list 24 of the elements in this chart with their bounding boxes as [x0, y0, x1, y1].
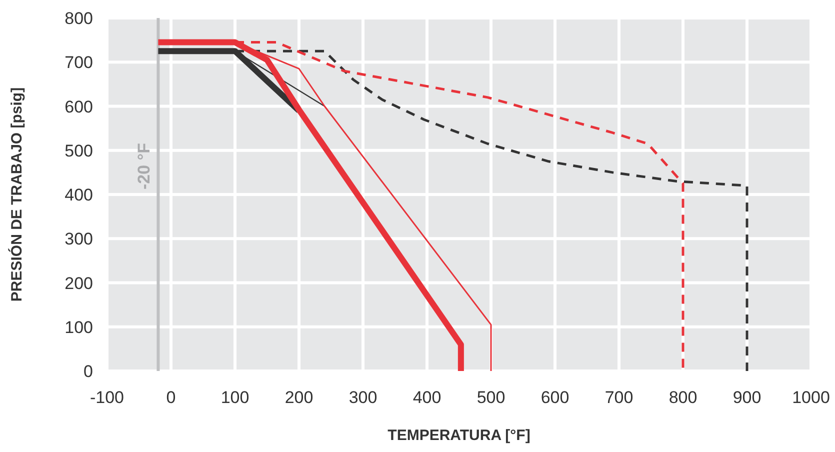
x-tick-label: 400: [412, 388, 442, 408]
y-tick-label: 100: [64, 318, 93, 337]
y-tick-label: 400: [64, 186, 93, 205]
ref-line-label: -20 °F: [134, 143, 154, 190]
x-tick-label: 900: [732, 388, 762, 408]
x-tick-label: 0: [166, 388, 176, 408]
x-tick-label: 600: [540, 388, 570, 408]
y-tick-label: 800: [64, 9, 93, 28]
x-tick-label: 100: [220, 388, 250, 408]
y-tick-label: 0: [84, 362, 93, 382]
x-tick-label: 500: [476, 388, 506, 408]
y-tick-label: 300: [64, 230, 93, 249]
x-tick-label: 200: [284, 388, 314, 408]
y-tick-label: 500: [64, 141, 93, 160]
x-tick-label: 800: [668, 388, 698, 408]
x-tick-label: 700: [604, 388, 634, 408]
x-tick-label: 300: [348, 388, 378, 408]
y-tick-label: 600: [64, 97, 93, 116]
x-tick-label: 1000: [792, 388, 830, 408]
x-tick-label: -100: [90, 388, 124, 408]
y-tick-label: 200: [64, 274, 93, 293]
y-tick-label: 700: [64, 53, 93, 72]
x-axis-title: TEMPERATURA [°F]: [388, 427, 530, 444]
y-axis-title: PRESIÓN DE TRABAJO [psig]: [7, 87, 26, 302]
